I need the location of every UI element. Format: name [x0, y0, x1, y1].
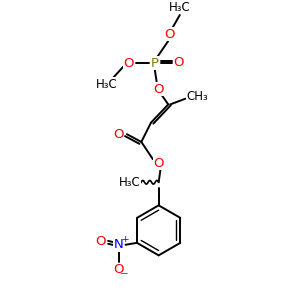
Text: O: O: [95, 236, 106, 248]
Text: O: O: [164, 28, 175, 41]
Text: O: O: [174, 56, 184, 69]
Text: P: P: [151, 57, 159, 70]
Text: O: O: [113, 263, 124, 276]
Text: +: +: [121, 235, 128, 244]
Text: O: O: [153, 157, 164, 169]
Text: CH₃: CH₃: [186, 90, 208, 103]
Text: O: O: [113, 128, 124, 141]
Text: H₃C: H₃C: [96, 78, 118, 91]
Text: N: N: [114, 238, 124, 251]
Text: O: O: [153, 82, 164, 95]
Text: O: O: [124, 57, 134, 70]
Text: −: −: [120, 268, 129, 279]
Text: H₃C: H₃C: [119, 176, 141, 189]
Text: H₃C: H₃C: [169, 1, 191, 14]
